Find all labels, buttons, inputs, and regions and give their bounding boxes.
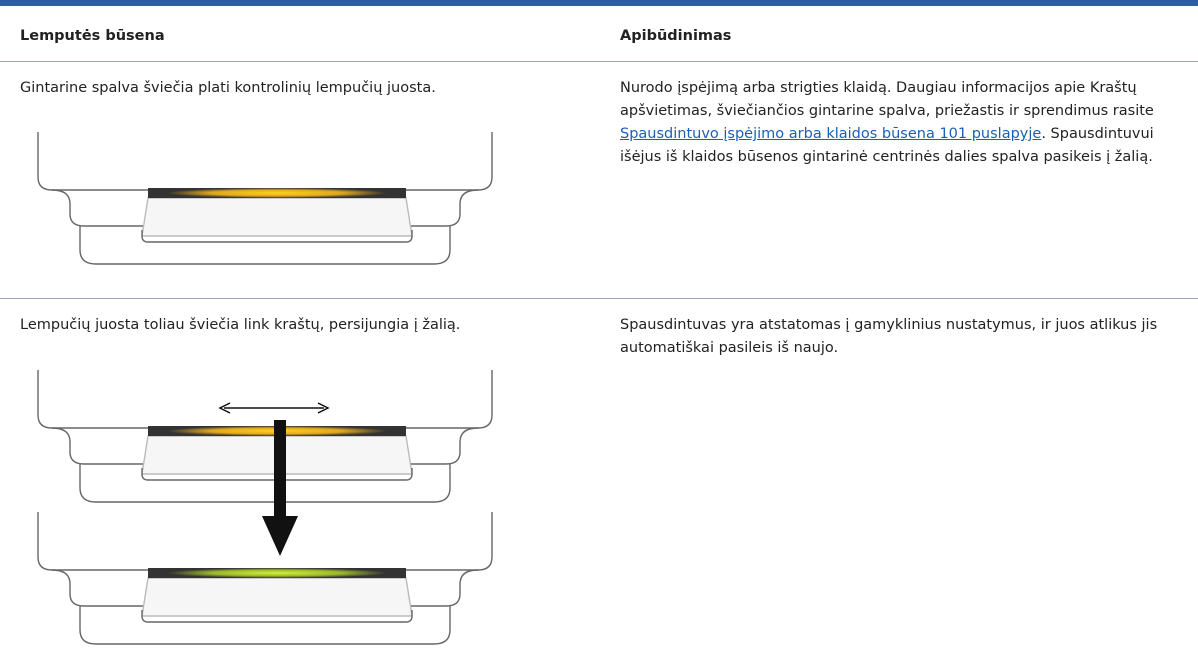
header-rule — [0, 61, 1198, 62]
printer-illustration — [37, 369, 493, 503]
cell: Gintarine spalva šviečia plati kontrolin… — [20, 80, 436, 96]
header-cell: Lemputės būsena — [20, 28, 165, 44]
text: . Spausdintuvui išėjus iš klaidos būseno… — [620, 126, 1154, 165]
text: Nurodo įspėjimą arba strigties klaidą. D… — [620, 80, 1154, 119]
row-rule — [0, 298, 1198, 299]
arrow-down — [262, 420, 298, 556]
arrow-horizontal — [218, 402, 330, 414]
link[interactable]: Spausdintuvo įspėjimo arba klaidos būsen… — [620, 126, 1042, 142]
cell: Spausdintuvas yra atstatomas į gamyklini… — [620, 317, 1158, 356]
cell: Nurodo įspėjimą arba strigties klaidą. D… — [620, 77, 1180, 169]
printer-illustration — [37, 511, 493, 645]
cell: Lempučių juosta toliau šviečia link kraš… — [20, 317, 461, 333]
top-bar — [0, 0, 1198, 6]
header-cell: Apibūdinimas — [620, 28, 732, 44]
printer-illustration — [37, 131, 493, 265]
